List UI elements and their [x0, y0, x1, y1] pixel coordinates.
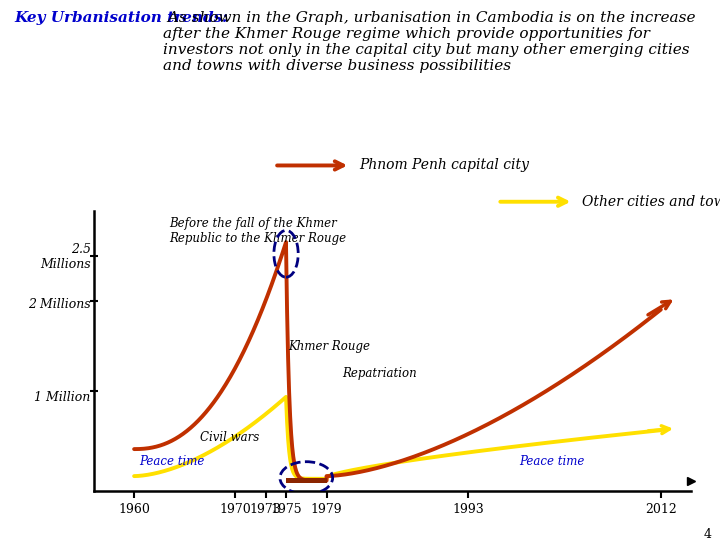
Text: 2.5
Millions: 2.5 Millions — [40, 244, 91, 272]
Text: 1 Million: 1 Million — [35, 392, 91, 404]
Text: As shown in the Graph, urbanisation in Cambodia is on the increase after the Khm: As shown in the Graph, urbanisation in C… — [163, 11, 696, 73]
Text: Phnom Penh capital city: Phnom Penh capital city — [359, 158, 529, 172]
Text: Before the fall of the Khmer
Republic to the Khmer Rouge: Before the fall of the Khmer Republic to… — [170, 217, 347, 245]
Text: Key Urbanisation trends:: Key Urbanisation trends: — [14, 11, 228, 25]
Text: Khmer Rouge: Khmer Rouge — [288, 340, 370, 353]
Text: 4: 4 — [703, 528, 711, 540]
Bar — [286, 478, 327, 483]
Text: Peace time: Peace time — [519, 455, 585, 468]
Text: 2 Millions: 2 Millions — [28, 298, 91, 310]
Text: Other cities and towns: Other cities and towns — [582, 195, 720, 209]
Text: Peace time: Peace time — [139, 455, 204, 468]
Text: Repatriation: Repatriation — [342, 367, 416, 380]
Text: Civil wars: Civil wars — [200, 431, 259, 444]
